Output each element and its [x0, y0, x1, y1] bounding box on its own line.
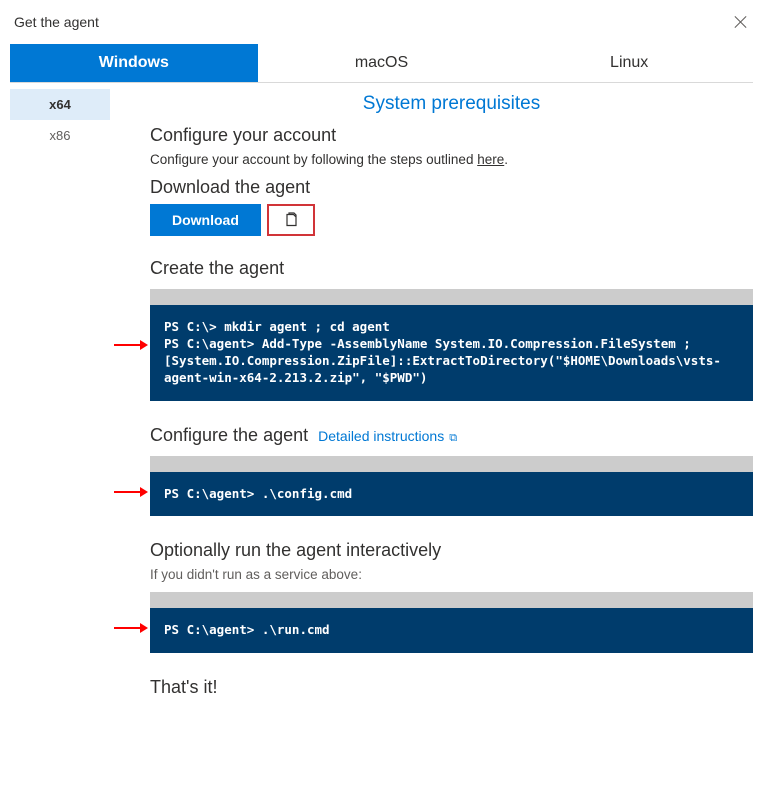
- download-agent-heading: Download the agent: [150, 177, 753, 198]
- arrow-annotation-icon: [114, 622, 148, 634]
- run-agent-codebox: PS C:\agent> .\run.cmd: [150, 592, 753, 653]
- tab-windows[interactable]: Windows: [10, 44, 258, 82]
- dialog-title: Get the agent: [14, 14, 99, 30]
- tab-x64[interactable]: x64: [10, 89, 110, 120]
- code-header-bar: [150, 456, 753, 472]
- code-header-bar: [150, 289, 753, 305]
- main-panel: System prerequisites Configure your acco…: [110, 89, 753, 704]
- copy-button[interactable]: [267, 204, 315, 236]
- thats-it-heading: That's it!: [150, 677, 753, 698]
- run-agent-note: If you didn't run as a service above:: [150, 567, 753, 582]
- create-agent-heading: Create the agent: [150, 258, 753, 279]
- code-header-bar: [150, 592, 753, 608]
- configure-account-text-a: Configure your account by following the …: [150, 152, 477, 167]
- create-agent-code[interactable]: PS C:\> mkdir agent ; cd agent PS C:\age…: [150, 305, 753, 401]
- configure-account-link[interactable]: here: [477, 152, 504, 167]
- create-agent-codebox: PS C:\> mkdir agent ; cd agent PS C:\age…: [150, 289, 753, 401]
- configure-account-text-b: .: [504, 152, 508, 167]
- run-agent-code[interactable]: PS C:\agent> .\run.cmd: [150, 608, 753, 653]
- get-agent-dialog: Get the agent Windows macOS Linux x64 x8…: [0, 0, 763, 724]
- download-button[interactable]: Download: [150, 204, 261, 236]
- arrow-annotation-icon: [114, 339, 148, 351]
- dialog-header: Get the agent: [10, 14, 753, 30]
- configure-agent-heading-text: Configure the agent: [150, 425, 308, 445]
- detailed-instructions-link[interactable]: Detailed instructions ⧉: [318, 428, 457, 444]
- tab-linux[interactable]: Linux: [505, 44, 753, 82]
- arrow-annotation-icon: [114, 486, 148, 498]
- run-agent-heading: Optionally run the agent interactively: [150, 540, 753, 561]
- copy-icon: [283, 212, 299, 228]
- configure-account-heading: Configure your account: [150, 125, 753, 146]
- system-prerequisites-link[interactable]: System prerequisites: [150, 93, 753, 115]
- configure-agent-codebox: PS C:\agent> .\config.cmd: [150, 456, 753, 517]
- arch-tabs: x64 x86: [10, 89, 110, 704]
- tab-x86[interactable]: x86: [10, 120, 110, 151]
- tab-macos[interactable]: macOS: [258, 44, 506, 82]
- detailed-instructions-text: Detailed instructions: [318, 428, 444, 444]
- close-icon[interactable]: [733, 14, 749, 30]
- configure-account-text: Configure your account by following the …: [150, 152, 753, 167]
- os-tabs: Windows macOS Linux: [10, 44, 753, 83]
- configure-agent-code[interactable]: PS C:\agent> .\config.cmd: [150, 472, 753, 517]
- configure-agent-heading: Configure the agent Detailed instruction…: [150, 425, 753, 446]
- external-link-icon: ⧉: [446, 432, 457, 444]
